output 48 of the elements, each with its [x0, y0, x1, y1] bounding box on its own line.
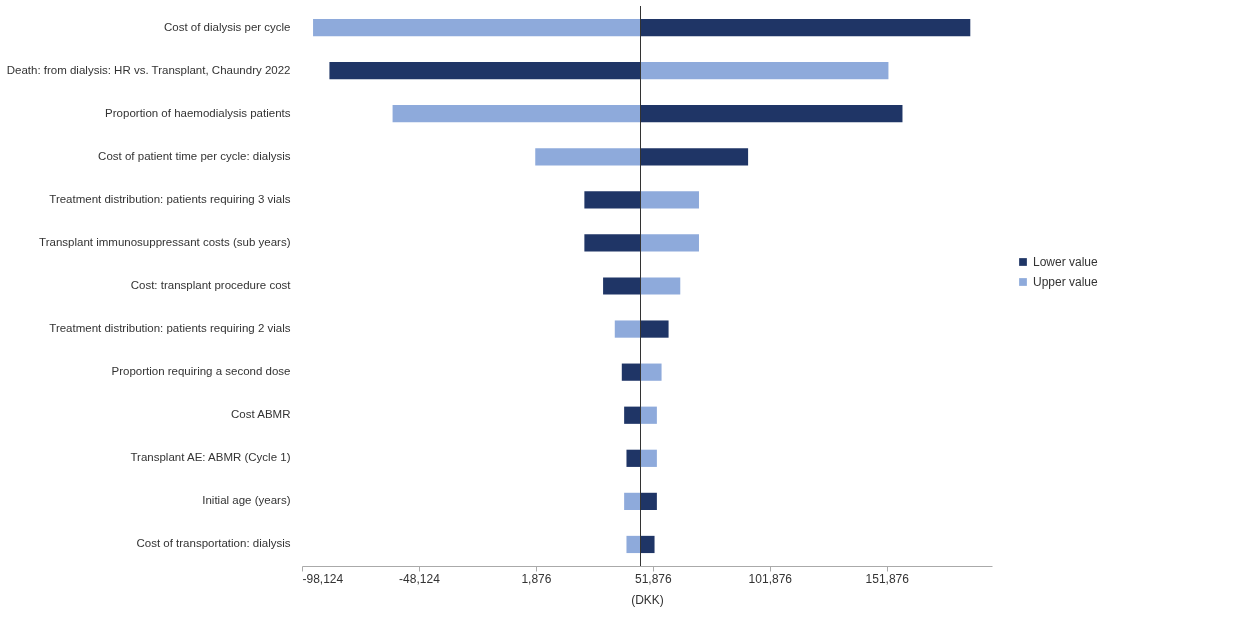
- x-tick-label: 151,876: [865, 571, 910, 586]
- y-tick-label: Cost of transportation: dialysis: [136, 537, 291, 550]
- bar: [624, 492, 641, 510]
- bar: [584, 191, 641, 209]
- bar: [535, 148, 641, 166]
- legend-label: Lower value: [1033, 255, 1099, 269]
- bar: [392, 105, 641, 123]
- bar: [640, 449, 657, 467]
- bar: [640, 234, 699, 252]
- y-tick-label: Cost ABMR: [231, 408, 291, 421]
- y-tick-label: Transplant immunosuppressant costs (sub years): [39, 235, 291, 248]
- bar: [640, 62, 889, 80]
- bar: [640, 277, 681, 295]
- x-axis-title: (DKK): [631, 592, 664, 607]
- y-tick-label: Death: from dialysis: HR vs. Transplant, Chaundry 2022: [6, 63, 291, 76]
- bar: [640, 105, 903, 123]
- bar: [584, 234, 641, 252]
- x-tick-label: 1,876: [521, 571, 552, 586]
- y-tick-label: Treatment distribution: patients requiring 3 vials: [49, 192, 291, 205]
- bar: [624, 406, 641, 424]
- bar: [640, 406, 657, 424]
- bar: [640, 535, 655, 554]
- bar: [614, 320, 641, 338]
- bar: [626, 449, 641, 467]
- bar: [640, 492, 657, 510]
- bar: [640, 320, 669, 338]
- y-tick-label: Proportion of haemodialysis patients: [105, 106, 291, 119]
- y-tick-label: Proportion requiring a second dose: [111, 365, 291, 378]
- bar: [621, 363, 641, 381]
- x-tick-label: -98,124: [302, 571, 344, 586]
- bar: [640, 18, 971, 37]
- bar: [603, 277, 641, 295]
- y-tick-label: Cost of dialysis per cycle: [163, 20, 291, 33]
- bar: [640, 191, 699, 209]
- bar: [640, 363, 662, 381]
- bar: [329, 62, 641, 80]
- y-tick-label: Cost: transplant procedure cost: [130, 279, 292, 291]
- x-tick-label: 51,876: [635, 571, 673, 586]
- y-tick-label: Treatment distribution: patients requiring 2 vials: [49, 322, 291, 335]
- bar: [626, 535, 641, 554]
- y-tick-label: Cost of patient time per cycle: dialysis: [98, 149, 291, 162]
- bar: [313, 18, 641, 37]
- legend-label: Upper value: [1033, 275, 1099, 289]
- bar: [640, 148, 749, 166]
- y-tick-label: Transplant AE: ABMR (Cycle 1): [130, 451, 291, 464]
- x-tick-label: -48,124: [399, 571, 441, 586]
- y-tick-label: Initial age (years): [202, 494, 291, 507]
- x-tick-label: 101,876: [748, 571, 793, 586]
